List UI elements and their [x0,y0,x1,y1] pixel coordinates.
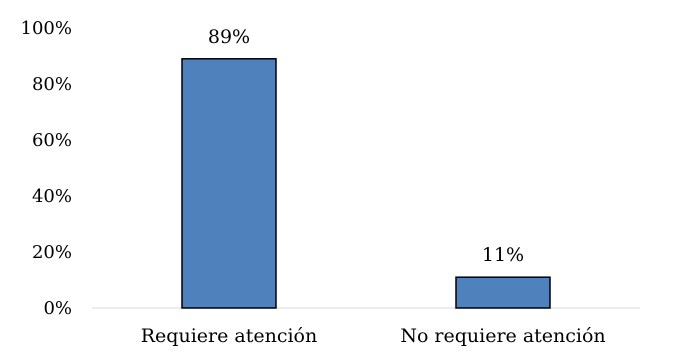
y-tick-label: 0% [43,298,72,319]
x-category-label: Requiere atención [141,325,317,347]
data-label: 11% [482,244,524,266]
x-category-label: No requiere atención [400,325,605,347]
data-labels: 89% 11% [208,26,524,266]
y-tick-label: 80% [32,74,72,95]
bar-1 [455,276,551,309]
y-tick-label: 40% [32,186,72,207]
bars [181,58,551,309]
x-axis-labels: Requiere atención No requiere atención [141,325,606,347]
y-tick-label: 20% [32,242,72,263]
bar-0 [181,58,277,309]
y-tick-label: 100% [21,18,72,39]
y-tick-label: 60% [32,130,72,151]
data-label: 89% [208,26,250,48]
y-axis-ticks: 0% 20% 40% 60% 80% 100% [21,18,72,319]
